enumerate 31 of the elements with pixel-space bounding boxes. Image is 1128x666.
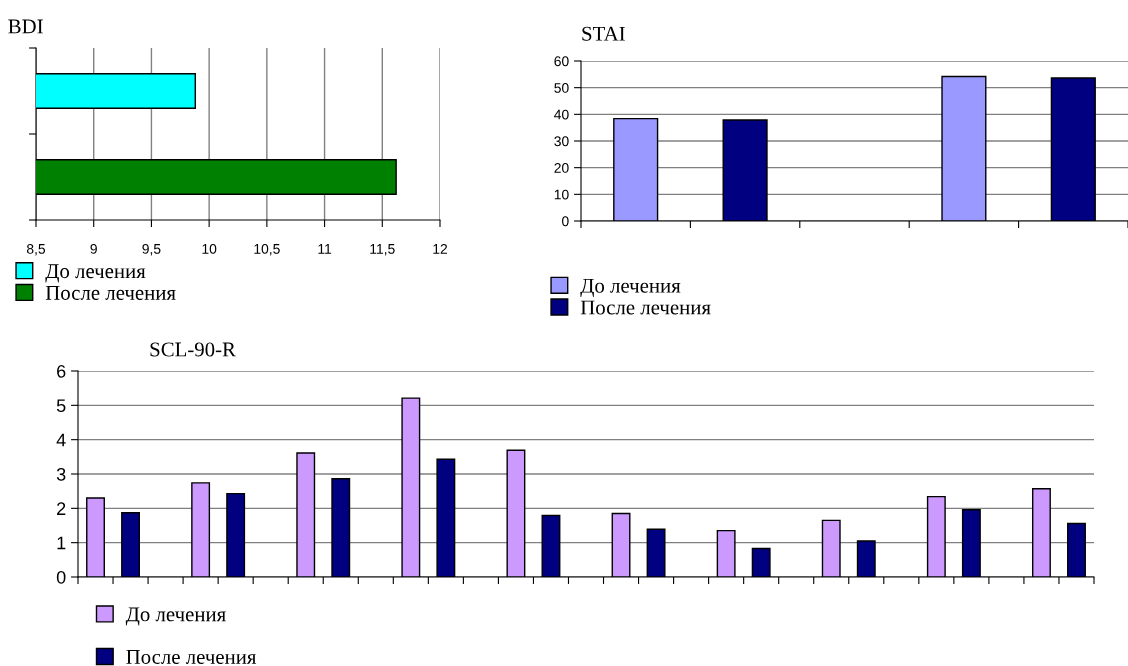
- y-tick-label: 10: [554, 189, 569, 200]
- y-tick-label: 5: [56, 399, 66, 413]
- chart-title: SCL-90-R: [150, 342, 236, 357]
- chart-title: BDI: [8, 19, 43, 34]
- legend-label: До лечения: [580, 278, 681, 297]
- y-tick-label: 50: [554, 83, 569, 93]
- y-tick-label: 40: [554, 109, 569, 120]
- y-tick-label: 3: [56, 467, 66, 481]
- x-tick-label: 9,5: [142, 243, 161, 256]
- chart-title: STAI: [582, 26, 625, 41]
- y-tick-label: 2: [57, 502, 66, 515]
- x-tick-label: 10,5: [254, 243, 280, 256]
- legend-label: После лечения: [45, 286, 176, 300]
- y-tick-label: 30: [554, 136, 569, 147]
- y-tick-label: 60: [554, 56, 569, 67]
- x-tick-label: 12: [433, 243, 448, 254]
- y-tick-label: 0: [562, 216, 569, 227]
- y-tick-label: 0: [56, 570, 66, 584]
- x-tick-label: 11: [318, 244, 332, 254]
- y-tick-label: 4: [56, 433, 66, 447]
- x-tick-label: 11,5: [370, 244, 395, 256]
- y-tick-label: 6: [57, 364, 66, 378]
- x-tick-label: 10: [202, 243, 217, 254]
- x-tick-label: 9: [90, 243, 97, 254]
- legend-label: После лечения: [580, 300, 711, 315]
- legend-label: До лечения: [125, 607, 226, 626]
- y-tick-label: 1: [57, 536, 66, 550]
- legend-label: До лечения: [45, 264, 146, 283]
- y-tick-label: 20: [554, 163, 569, 173]
- legend-label: После лечения: [126, 650, 257, 664]
- x-tick-label: 8,5: [26, 243, 46, 256]
